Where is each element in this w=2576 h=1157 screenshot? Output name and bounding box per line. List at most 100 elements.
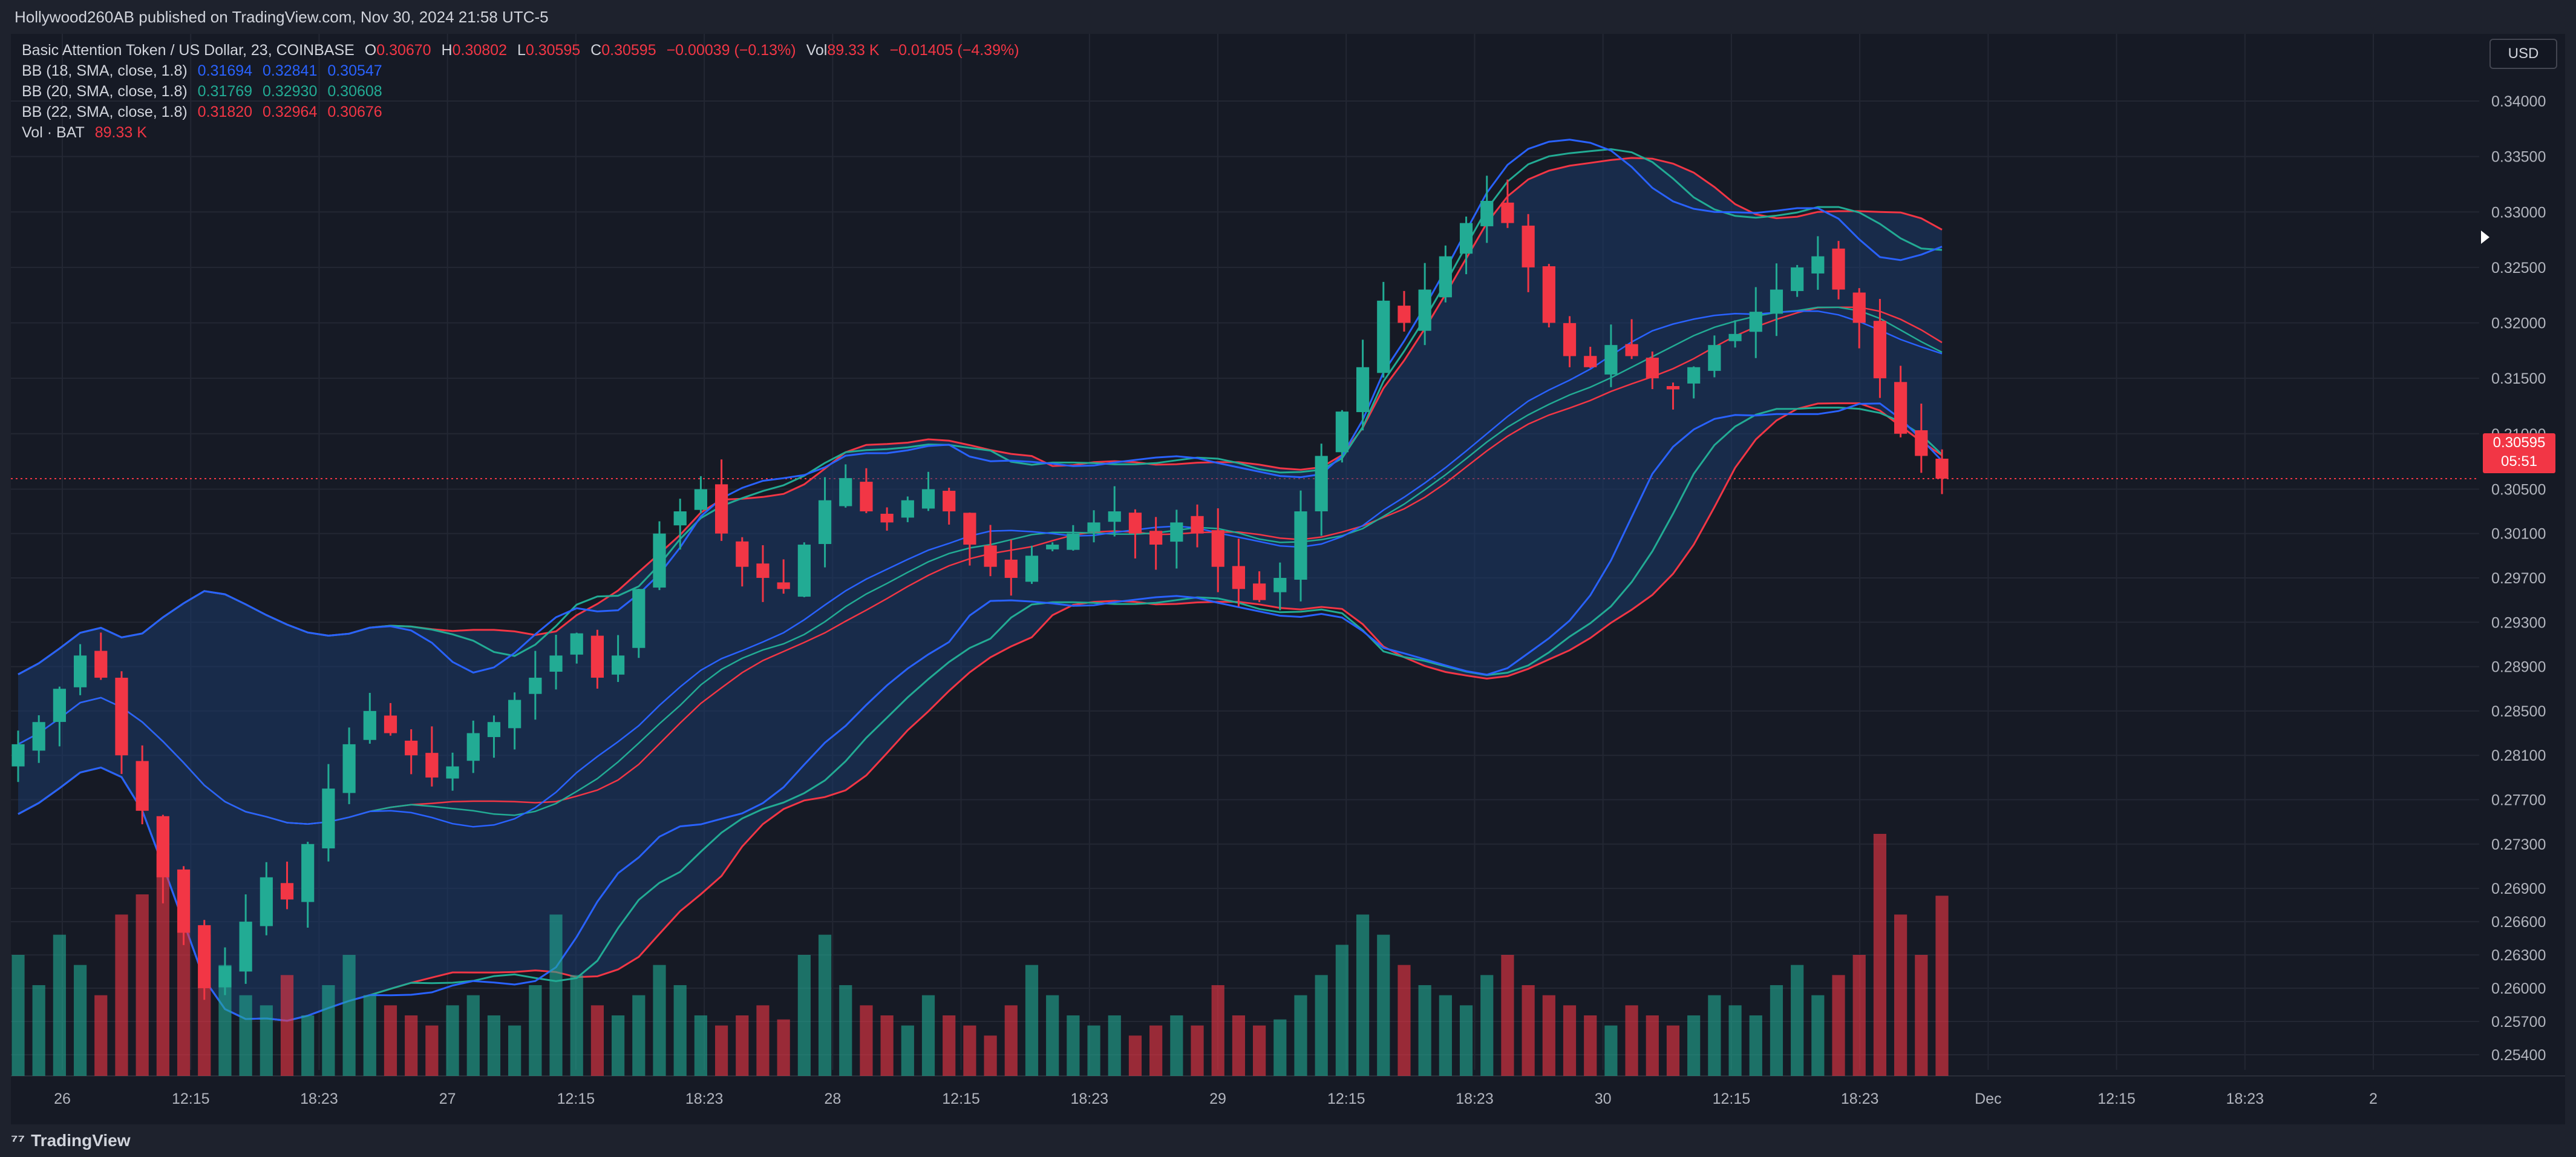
volume-bar xyxy=(901,1025,914,1076)
volume-bar xyxy=(446,1005,459,1076)
volume-bar xyxy=(1625,1005,1638,1076)
price-chart[interactable]: 0.34000 0.33500 0.33000 0.32500 0.32000 0.315… xyxy=(11,34,2565,1124)
candle-body xyxy=(756,563,770,578)
volume-bar xyxy=(1894,914,1907,1076)
volume-bar xyxy=(797,955,811,1076)
candle-body xyxy=(1935,458,1949,479)
candle-body xyxy=(260,877,273,926)
bb18-lower: 0.30547 xyxy=(327,62,382,79)
price-tick-label: 0.32000 xyxy=(2491,315,2546,332)
band-fill xyxy=(18,158,1942,1021)
candle xyxy=(508,692,521,750)
open-value: 0.30670 xyxy=(376,42,431,59)
volume-bar xyxy=(384,1005,397,1076)
volume-bar xyxy=(984,1035,997,1076)
candle xyxy=(1356,339,1370,431)
tradingview-logo[interactable]: ⁷⁷ TradingView xyxy=(11,1126,131,1156)
candle-body xyxy=(73,655,87,687)
candle xyxy=(425,726,439,787)
candle xyxy=(1459,216,1473,275)
bb20-legend[interactable]: BB (20, SMA, close, 1.8) 0.31769 0.32930… xyxy=(22,81,1019,102)
price-tick-label: 0.33500 xyxy=(2491,149,2546,166)
time-tick-label: 18:23 xyxy=(1456,1090,1494,1107)
volume-bar xyxy=(1584,1015,1597,1076)
candle-body xyxy=(239,922,252,972)
candle xyxy=(1604,324,1618,387)
bollinger-bands xyxy=(18,139,1943,1022)
candle xyxy=(384,703,397,736)
volume-bar xyxy=(260,1005,273,1076)
candle-body xyxy=(921,489,935,509)
candle xyxy=(11,730,25,782)
volume-bar xyxy=(1666,1025,1680,1076)
bb22-label: BB (22, SMA, close, 1.8) xyxy=(22,103,188,120)
volume-bar xyxy=(1253,1025,1266,1076)
candle xyxy=(1046,542,1059,552)
volume-bar xyxy=(115,914,128,1076)
bb20-upper: 0.32930 xyxy=(263,83,318,100)
candle xyxy=(239,894,252,984)
volume-bar xyxy=(405,1015,418,1076)
candle xyxy=(694,476,707,514)
candle xyxy=(1149,517,1163,570)
candle xyxy=(446,752,459,791)
volume-bar xyxy=(714,1025,728,1076)
price-tick-label: 0.28100 xyxy=(2491,747,2546,764)
high-value: 0.30802 xyxy=(452,42,507,59)
candle-body xyxy=(136,761,149,811)
volume-bar xyxy=(549,914,563,1076)
candle-body xyxy=(818,500,832,545)
candle-body xyxy=(1852,292,1866,323)
candle xyxy=(777,559,790,594)
bb22-legend[interactable]: BB (22, SMA, close, 1.8) 0.31820 0.32964… xyxy=(22,102,1019,122)
candle-body xyxy=(1232,566,1246,589)
candle xyxy=(73,644,87,695)
candle-body xyxy=(1501,202,1514,223)
candle xyxy=(1377,281,1390,378)
bb18-basis: 0.31694 xyxy=(197,62,253,79)
volume-bar xyxy=(529,985,542,1076)
symbol-legend[interactable]: Basic Attention Token / US Dollar, 23, C… xyxy=(22,40,1019,61)
volume-bar xyxy=(1232,1015,1246,1076)
candle-body xyxy=(280,883,294,900)
candle-body xyxy=(1067,533,1080,550)
candle-body xyxy=(1666,386,1680,390)
candle xyxy=(756,545,770,602)
candle xyxy=(653,521,666,591)
scale-arrow-icon[interactable] xyxy=(2481,231,2489,244)
bb18-label: BB (18, SMA, close, 1.8) xyxy=(22,62,188,79)
candle-body xyxy=(1894,382,1907,434)
volume-bar xyxy=(1170,1015,1183,1076)
candle xyxy=(1563,316,1577,367)
volume-bar xyxy=(1646,1015,1659,1076)
candle xyxy=(1894,365,1907,438)
volume-value: 89.33 K xyxy=(827,42,880,59)
candle-body xyxy=(943,491,956,512)
volume-bar xyxy=(839,985,852,1076)
time-tick-label: 18:23 xyxy=(300,1090,338,1107)
candle-body xyxy=(777,582,790,589)
candle-body xyxy=(1335,411,1348,453)
bb18-legend[interactable]: BB (18, SMA, close, 1.8) 0.31694 0.32841… xyxy=(22,61,1019,81)
price-tick-label: 0.26300 xyxy=(2491,947,2546,964)
candle-body xyxy=(405,740,418,756)
volume-bar xyxy=(280,975,294,1076)
candle-body xyxy=(1625,344,1638,356)
currency-button[interactable]: USD xyxy=(2489,39,2557,69)
time-tick-label: 18:23 xyxy=(685,1090,724,1107)
candle-body xyxy=(1584,356,1597,367)
candle-body xyxy=(653,533,666,588)
close-value: 0.30595 xyxy=(601,42,656,59)
candle xyxy=(673,499,687,550)
volume-bar xyxy=(673,985,687,1076)
volume-indicator-legend[interactable]: Vol · BAT 89.33 K xyxy=(22,122,1019,143)
volume-bar xyxy=(632,995,646,1076)
volume-bar xyxy=(508,1025,521,1076)
chart-pane[interactable]: 0.34000 0.33500 0.33000 0.32500 0.32000 0.315… xyxy=(11,34,2565,1124)
candle-body xyxy=(1025,556,1039,582)
volume-bar xyxy=(1501,955,1514,1076)
close-label: C xyxy=(590,42,602,59)
candle xyxy=(1915,403,1928,473)
volume-bar xyxy=(94,995,108,1076)
volume-bar xyxy=(1708,995,1721,1076)
